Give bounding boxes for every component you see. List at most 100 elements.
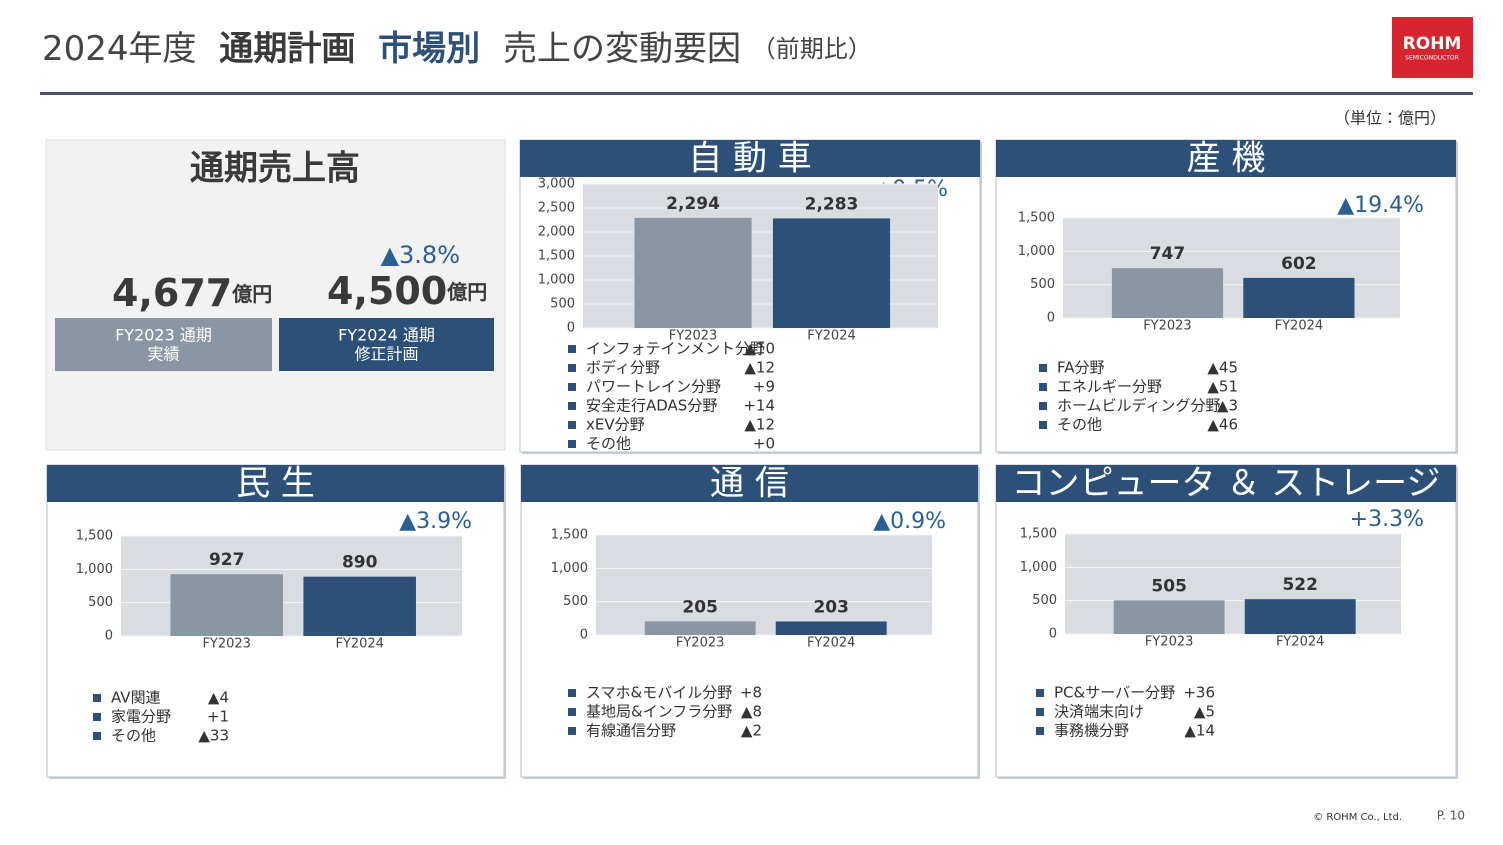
y-tick-label: 0 <box>567 321 575 336</box>
y-tick-label: 0 <box>580 628 588 643</box>
x-tick-label: FY2024 <box>807 329 856 344</box>
summary-amount: 4,500億円 <box>327 269 487 313</box>
value-label: 522 <box>1282 575 1318 595</box>
y-tick-label: 500 <box>550 297 575 312</box>
bullet <box>1039 383 1047 391</box>
y-tick-label: 500 <box>563 594 588 609</box>
title-year: 2024年度 <box>42 29 197 69</box>
summary-amount: 4,677億円 <box>112 271 272 315</box>
y-tick-label: 1,000 <box>551 561 588 576</box>
title-note: （前期比） <box>752 35 872 63</box>
summary-label-box <box>55 318 272 371</box>
y-tick-label: 500 <box>1032 593 1057 608</box>
factor-change: ▲3 <box>1217 397 1238 415</box>
charts: 自 動 車▲0.5%05001,0001,5002,0002,5003,0002… <box>46 139 1458 779</box>
factor-name: 事務機分野 <box>1054 722 1129 740</box>
bar <box>644 621 756 635</box>
value-label: 602 <box>1281 254 1317 274</box>
factor-change: +0 <box>753 435 775 453</box>
factor-name: 決済端末向け <box>1054 703 1144 721</box>
bullet <box>568 689 576 697</box>
summary-label-box <box>279 318 494 371</box>
copyright: © ROHM Co., Ltd. <box>1313 812 1402 823</box>
page-number: P. 10 <box>1437 809 1465 823</box>
factor-name: パワートレイン分野 <box>586 378 721 396</box>
y-tick-label: 1,500 <box>538 249 575 264</box>
bullet <box>568 383 576 391</box>
x-tick-label: FY2024 <box>335 637 384 652</box>
x-tick-label: FY2024 <box>807 636 856 651</box>
factor-change: ▲51 <box>1207 378 1238 396</box>
y-tick-label: 1,500 <box>1018 211 1055 226</box>
panel-title: コンピュータ ＆ ストレージ <box>1012 464 1441 504</box>
panel-header <box>520 140 980 177</box>
panel-title: 自 動 車 <box>688 139 812 179</box>
title-market: 市場別 <box>378 29 480 69</box>
bar <box>1113 600 1225 634</box>
factor-change: ▲4 <box>208 689 229 707</box>
factor-name: FA分野 <box>1057 359 1105 377</box>
bullet <box>1036 708 1044 716</box>
bullet <box>568 402 576 410</box>
value-label: 747 <box>1150 244 1186 264</box>
bullet <box>1039 421 1047 429</box>
bar <box>1243 277 1355 318</box>
factor-change: ▲33 <box>198 727 229 745</box>
change-label: ▲0.9% <box>873 509 946 534</box>
x-tick-label: FY2023 <box>1143 319 1192 334</box>
change-label: ▲3.9% <box>399 509 472 534</box>
factor-change: +9 <box>753 378 775 396</box>
title-rule <box>40 92 1473 95</box>
factor-change: ▲46 <box>1207 416 1238 434</box>
market-panel: 自 動 車▲0.5%05001,0001,5002,0002,5003,0002… <box>519 139 982 454</box>
factor-name: その他 <box>1057 416 1102 434</box>
factor-change: ▲8 <box>741 703 762 721</box>
summary-label: 修正計画 <box>354 345 418 364</box>
y-tick-label: 1,000 <box>538 273 575 288</box>
panel-header <box>521 465 978 502</box>
bar <box>1111 268 1224 318</box>
x-tick-label: FY2024 <box>1275 319 1324 334</box>
factor-name: エネルギー分野 <box>1057 378 1162 396</box>
title-plan: 通期計画 <box>219 29 355 69</box>
y-tick-label: 1,500 <box>1020 527 1057 542</box>
change-label: +3.3% <box>1350 507 1424 532</box>
y-tick-label: 3,000 <box>538 177 575 192</box>
change-label: ▲19.4% <box>1337 193 1424 218</box>
factor-name: ボディ分野 <box>586 359 660 377</box>
value-label: 2,294 <box>666 194 720 214</box>
amount-unit: 億円 <box>446 280 487 304</box>
logo-text: ROHM <box>1403 34 1462 54</box>
panel-header <box>47 465 504 502</box>
bullet <box>568 708 576 716</box>
bullet <box>1039 364 1047 372</box>
y-tick-label: 1,000 <box>76 562 113 577</box>
amount-fy2023: 4,677 <box>112 271 232 315</box>
factor-change: +36 <box>1183 684 1215 702</box>
factor-name: 有線通信分野 <box>586 722 676 740</box>
factor-change: ▲12 <box>744 416 775 434</box>
x-tick-label: FY2023 <box>669 329 718 344</box>
factor-name: その他 <box>586 435 631 453</box>
y-tick-label: 1,500 <box>551 528 588 543</box>
factor-name: PC&サーバー分野 <box>1054 684 1175 702</box>
bar <box>634 217 752 328</box>
y-tick-label: 1,500 <box>76 529 113 544</box>
bullet <box>93 694 101 702</box>
x-tick-label: FY2023 <box>202 637 251 652</box>
factor-name: スマホ&モバイル分野 <box>586 684 732 702</box>
y-tick-label: 0 <box>1049 627 1057 642</box>
factor-change: ▲10 <box>744 340 775 358</box>
factor-change: ▲45 <box>1207 359 1238 377</box>
factor-change: ▲12 <box>744 359 775 377</box>
y-tick-label: 1,000 <box>1020 560 1057 575</box>
market-panel: コンピュータ ＆ ストレージ +3.3% 0 500 1,000 1,500 505 FY20… <box>995 464 1458 779</box>
summary-label: FY2024 通期 <box>338 326 435 345</box>
bullet <box>1039 402 1047 410</box>
plot-area <box>596 535 932 635</box>
factor-name: xEV分野 <box>586 416 645 434</box>
value-label: 2,283 <box>805 194 859 214</box>
bullet <box>93 732 101 740</box>
